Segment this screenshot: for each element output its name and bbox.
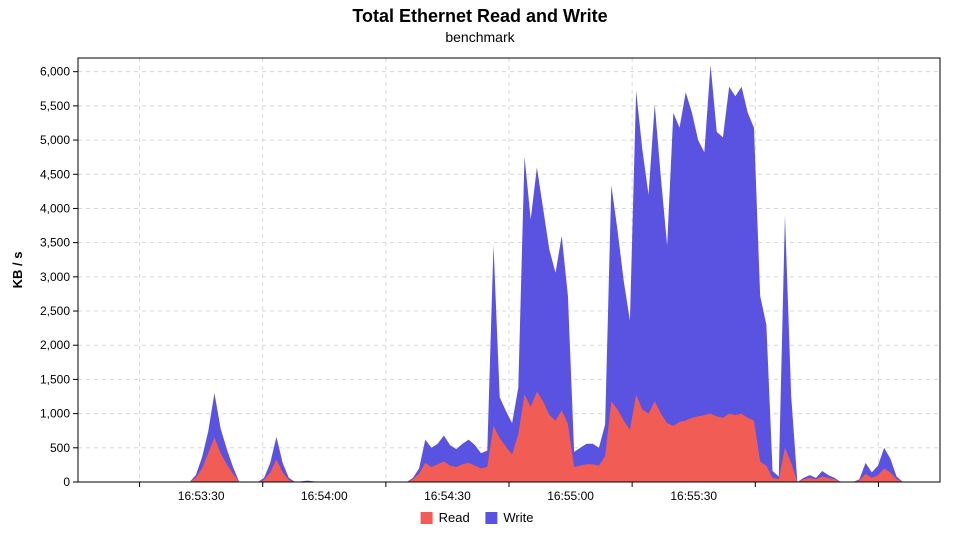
ytick-label: 1,500	[40, 372, 70, 386]
legend: Read Write	[421, 510, 534, 525]
chart-svg: Total Ethernet Read and Write benchmark 0 5…	[0, 0, 960, 540]
xtick-label: 16:53:30	[178, 489, 225, 503]
legend-swatch-read	[421, 512, 433, 524]
xtick-label: 16:55:30	[670, 489, 717, 503]
ytick-label: 4,000	[40, 201, 70, 215]
ytick-label: 2,500	[40, 304, 70, 318]
y-axis-label: KB / s	[10, 252, 25, 289]
ethernet-chart: Total Ethernet Read and Write benchmark 0 5…	[0, 0, 960, 540]
ytick-label: 0	[63, 475, 70, 489]
ytick-label: 500	[50, 441, 70, 455]
xtick-label: 16:54:00	[301, 489, 348, 503]
legend-swatch-write	[485, 512, 497, 524]
ytick-label: 5,500	[40, 99, 70, 113]
ytick-label: 6,000	[40, 65, 70, 79]
xtick-label: 16:55:00	[547, 489, 594, 503]
ytick-label: 3,500	[40, 236, 70, 250]
plot-area: 0 500 1,000 1,500 2,000 2,500 3,000 3,500 4,000 4…	[40, 58, 940, 503]
ytick-label: 4,500	[40, 167, 70, 181]
legend-label: Write	[503, 510, 533, 525]
chart-subtitle: benchmark	[445, 29, 515, 45]
ytick-label: 3,000	[40, 270, 70, 284]
series-write	[78, 65, 940, 482]
ytick-label: 1,000	[40, 407, 70, 421]
legend-label: Read	[439, 510, 470, 525]
chart-title: Total Ethernet Read and Write	[352, 6, 607, 26]
xtick-label: 16:54:30	[424, 489, 471, 503]
ytick-label: 2,000	[40, 338, 70, 352]
ytick-label: 5,000	[40, 133, 70, 147]
